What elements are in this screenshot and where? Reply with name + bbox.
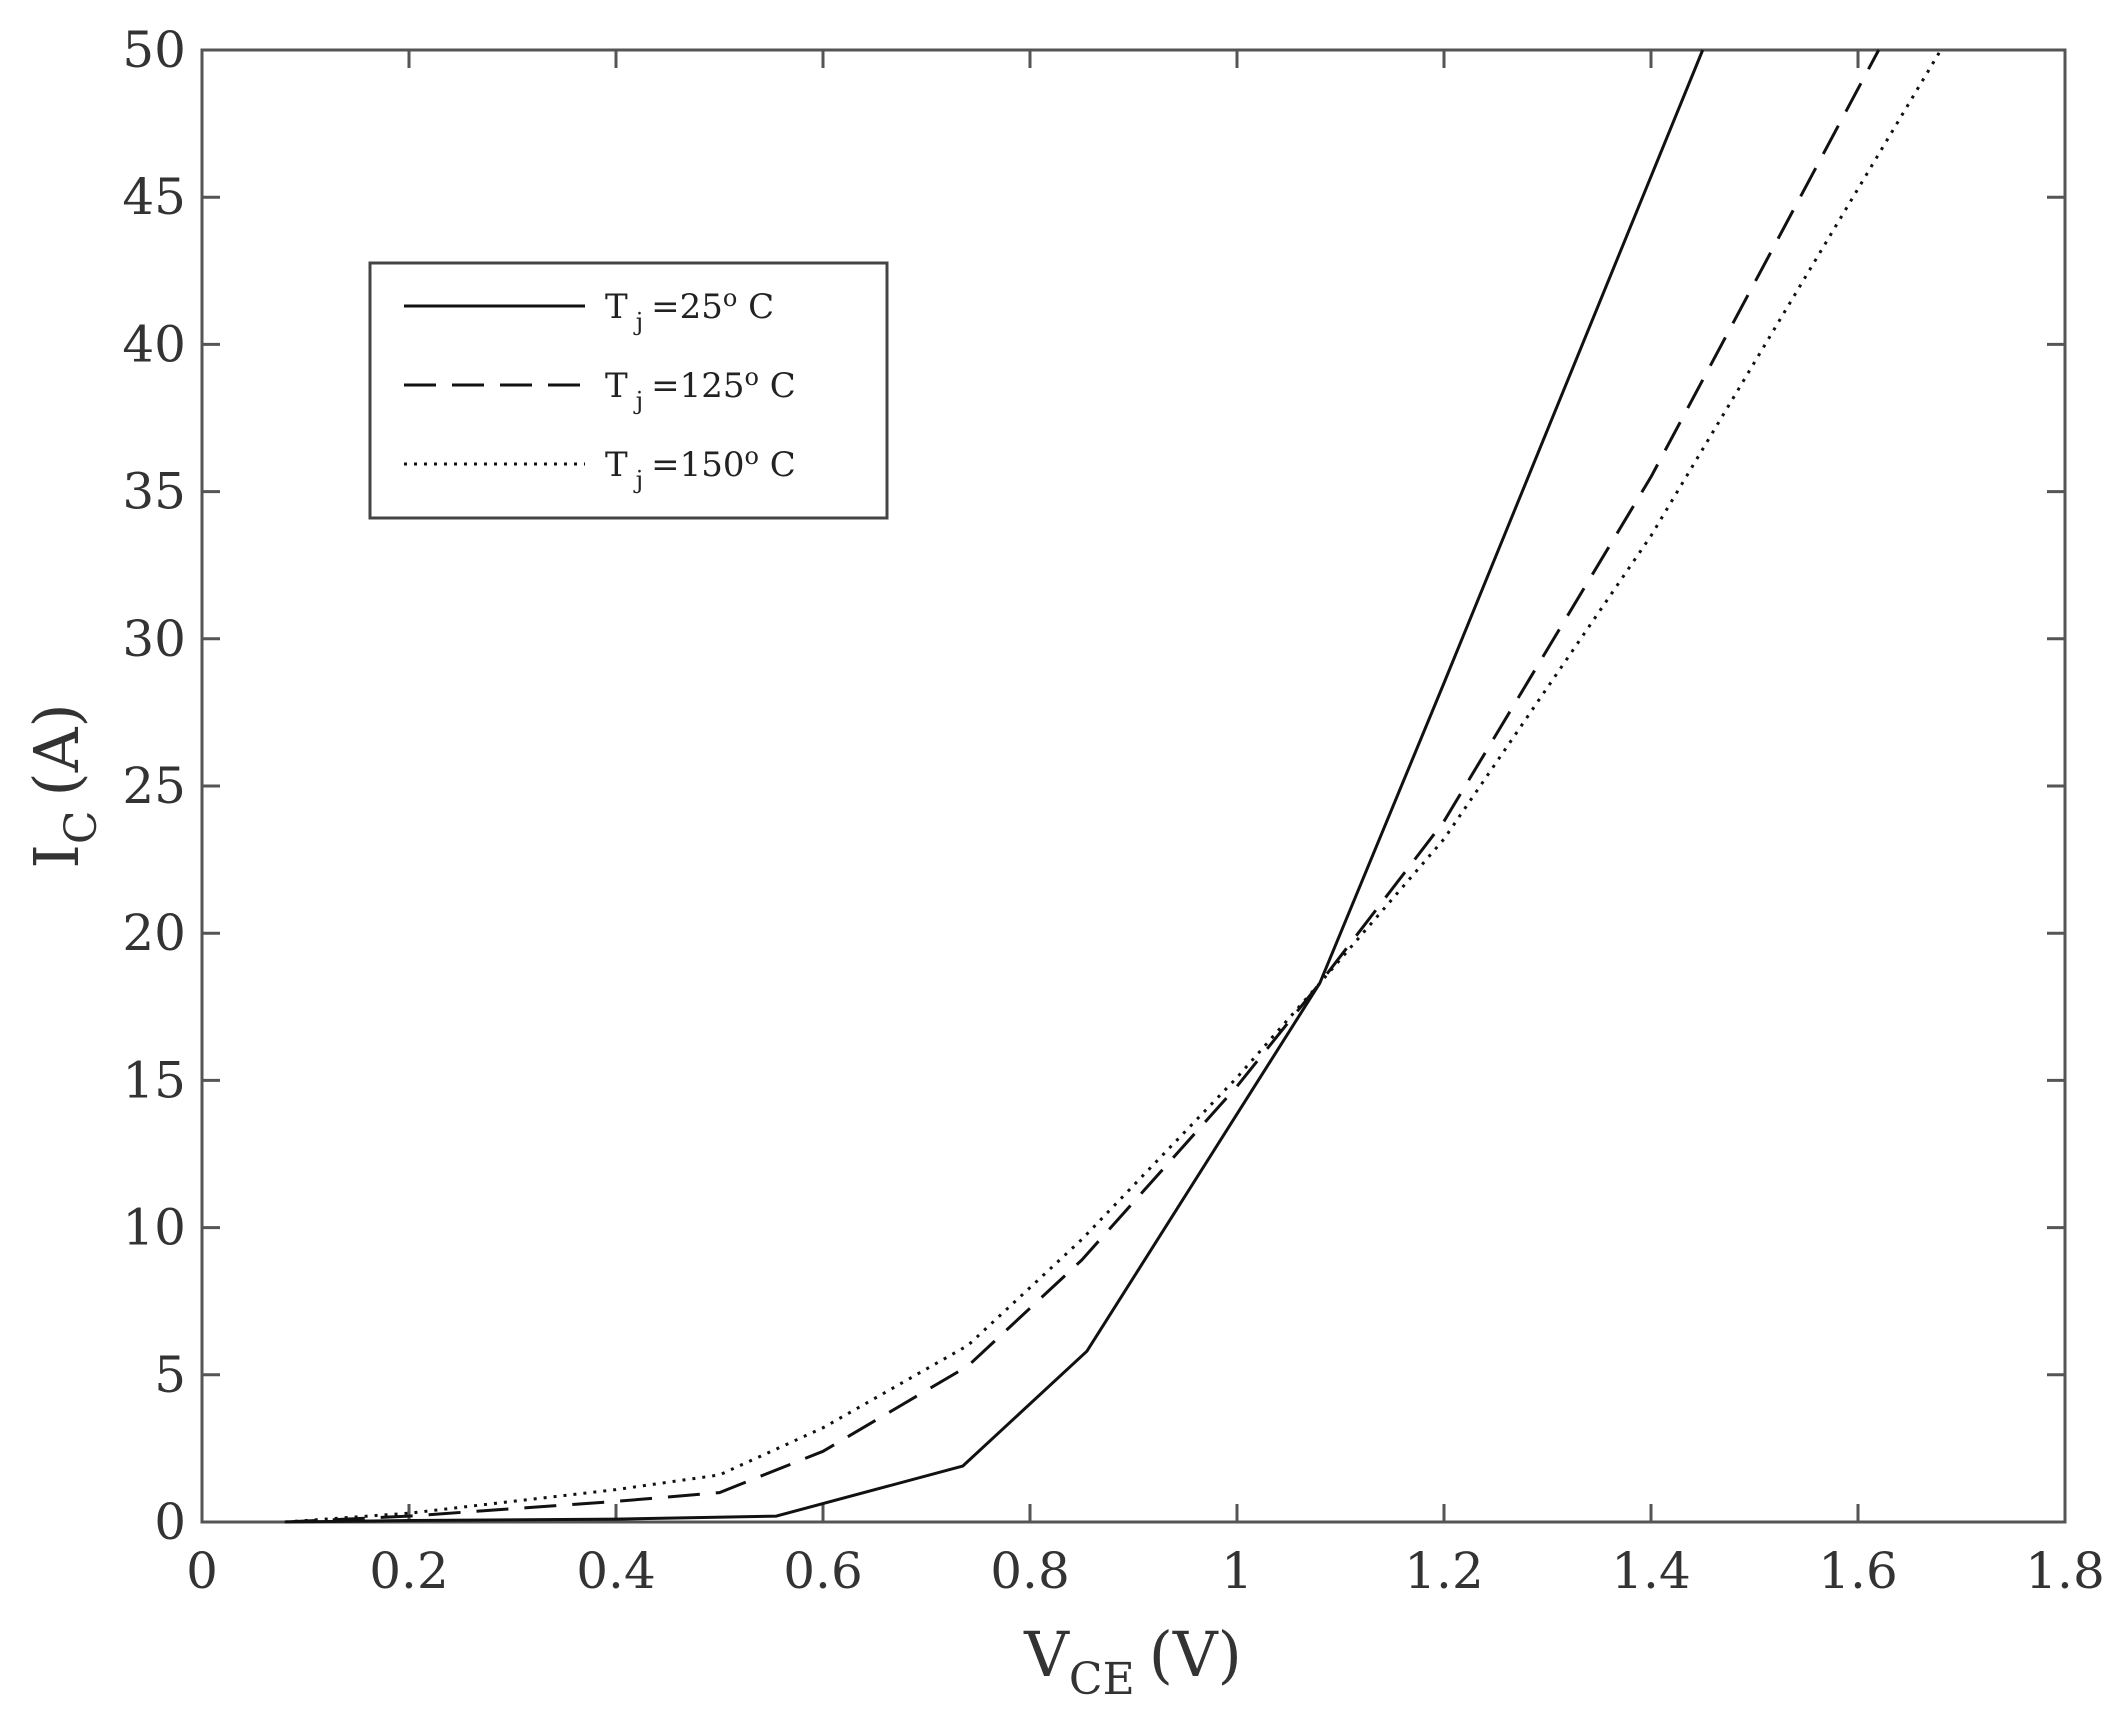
series-line-solid bbox=[284, 49, 1705, 1524]
y-tick-label: 20 bbox=[122, 904, 186, 962]
legend-label-rest: =125 bbox=[651, 366, 744, 406]
legend-label-end: C bbox=[759, 366, 796, 406]
legend-label-rest: =25 bbox=[651, 287, 723, 327]
legend-label-sup: o bbox=[723, 284, 737, 312]
x-axis-label: VCE (V) bbox=[1023, 1618, 1242, 1705]
tick-marks bbox=[200, 48, 2067, 1524]
x-tick-label: 1 bbox=[1221, 1542, 1253, 1600]
x-tick-label: 1.8 bbox=[2025, 1542, 2105, 1600]
x-tick-label: 0 bbox=[186, 1542, 218, 1600]
x-tick-label: 0.4 bbox=[576, 1542, 656, 1600]
legend-label-main: T bbox=[605, 366, 628, 406]
x-axis-label-unit: (V) bbox=[1149, 1618, 1242, 1691]
y-axis-label: IC (A) bbox=[20, 703, 107, 868]
y-tick-label: 10 bbox=[122, 1199, 186, 1257]
legend-label-sub: j bbox=[633, 466, 643, 494]
y-tick-label: 40 bbox=[122, 315, 186, 373]
legend-label-sup: o bbox=[745, 363, 759, 391]
x-tick-labels: 0 0.2 0.4 0.6 0.8 1 1.2 1.4 1.6 1.8 bbox=[186, 1542, 2105, 1600]
legend-label-sub: j bbox=[633, 308, 643, 336]
legend-label-main: T bbox=[605, 445, 628, 485]
y-tick-label: 30 bbox=[122, 610, 186, 668]
legend-label-rest: =150 bbox=[651, 445, 744, 485]
y-tick-labels: 0 5 10 15 20 25 30 35 40 45 50 bbox=[122, 21, 186, 1551]
y-axis-label-sub: C bbox=[56, 810, 107, 844]
y-tick-label: 15 bbox=[122, 1051, 186, 1109]
series-lines bbox=[284, 49, 1943, 1524]
y-axis-label-main: I bbox=[20, 844, 93, 869]
y-tick-label: 45 bbox=[122, 168, 186, 226]
y-axis-label-unit: (A) bbox=[20, 703, 93, 796]
legend-box bbox=[368, 261, 889, 520]
x-axis-label-main: V bbox=[1023, 1618, 1070, 1691]
x-tick-label: 0.6 bbox=[783, 1542, 863, 1600]
y-tick-label: 35 bbox=[122, 463, 186, 521]
legend-label-sub: j bbox=[633, 387, 643, 415]
legend-label-main: T bbox=[605, 287, 628, 327]
x-tick-label: 1.6 bbox=[1818, 1542, 1898, 1600]
x-tick-label: 0.8 bbox=[990, 1542, 1070, 1600]
y-tick-label: 50 bbox=[122, 21, 186, 79]
x-tick-label: 1.4 bbox=[1611, 1542, 1691, 1600]
x-axis-label-sub: CE bbox=[1069, 1654, 1135, 1705]
y-tick-label: 5 bbox=[154, 1346, 186, 1404]
legend-label-sup: o bbox=[745, 442, 759, 470]
legend-label-end: C bbox=[737, 287, 774, 327]
y-tick-label: 25 bbox=[122, 757, 186, 815]
y-tick-label: 0 bbox=[154, 1493, 186, 1551]
x-tick-label: 0.2 bbox=[369, 1542, 449, 1600]
x-tick-label: 1.2 bbox=[1404, 1542, 1484, 1600]
series-line-dashed bbox=[284, 49, 1881, 1524]
legend-label-end: C bbox=[759, 445, 796, 485]
